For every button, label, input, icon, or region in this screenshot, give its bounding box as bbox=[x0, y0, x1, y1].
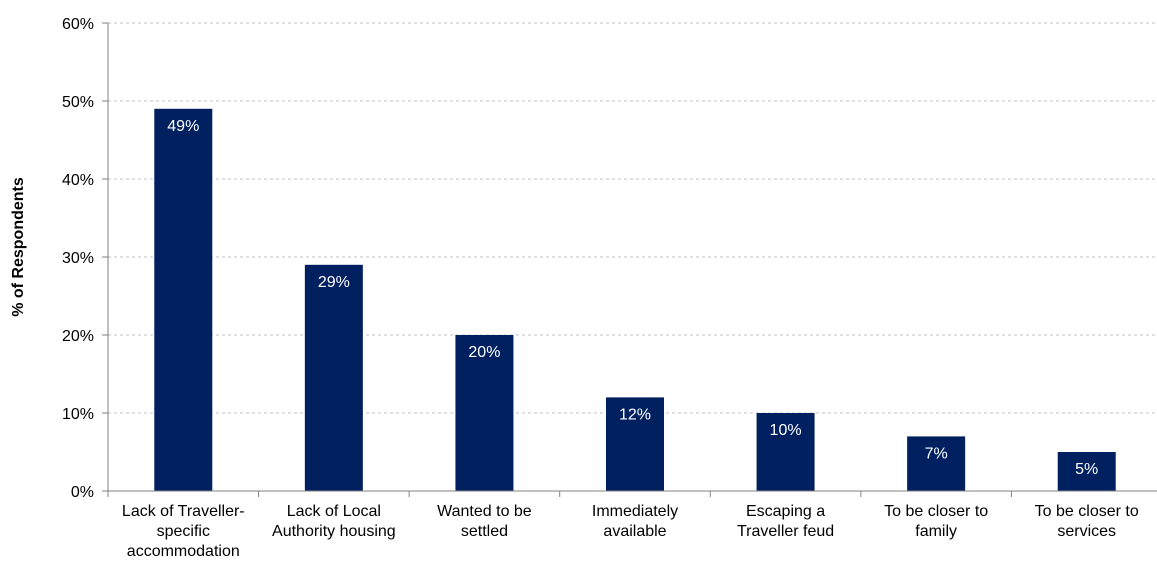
x-category-label-line: specific bbox=[157, 523, 210, 540]
data-label: 29% bbox=[318, 274, 350, 291]
bar bbox=[907, 436, 966, 491]
x-category-label-line: settled bbox=[461, 523, 508, 540]
data-label: 20% bbox=[468, 344, 500, 361]
x-category-label-line: family bbox=[915, 523, 957, 540]
y-tick-label: 50% bbox=[62, 94, 94, 111]
x-category-label-line: To be closer to bbox=[884, 503, 988, 520]
x-category-label-line: Escaping a bbox=[746, 503, 825, 520]
y-tick-label: 30% bbox=[62, 250, 94, 267]
x-category-label: Lack of Traveller-specific accommodation bbox=[122, 503, 245, 560]
data-label: 10% bbox=[770, 422, 802, 439]
x-category-label-line: accommodation bbox=[127, 543, 240, 560]
x-category-label-line: Wanted to be bbox=[437, 503, 532, 520]
x-category-label-line: Traveller feud bbox=[737, 523, 834, 540]
data-label: 7% bbox=[925, 445, 948, 462]
bar bbox=[756, 413, 815, 491]
x-category-label-line: Lack of Local bbox=[287, 503, 381, 520]
y-tick-label: 10% bbox=[62, 406, 94, 423]
bar bbox=[606, 397, 664, 491]
x-category-label: Immediately available bbox=[592, 503, 678, 540]
bar bbox=[1057, 452, 1116, 491]
bar bbox=[154, 108, 213, 492]
bar bbox=[455, 335, 514, 491]
y-axis-title: % of Respondents bbox=[10, 177, 27, 317]
bar bbox=[304, 264, 363, 491]
x-axis-category-labels: Lack of Traveller-specific accommodationL… bbox=[122, 503, 1139, 560]
x-category-label: Escaping a Traveller feud bbox=[737, 503, 834, 540]
x-category-label-line: Immediately bbox=[592, 503, 678, 520]
gridlines bbox=[108, 22, 1157, 414]
y-axis-ticks: 0% 10% 20% 30% 40% 50% 60% bbox=[62, 16, 108, 501]
bars: 49% 29% 20% 12% 10% 7% 5% bbox=[154, 108, 1116, 492]
x-category-label: Wanted to be settled bbox=[437, 503, 532, 540]
x-category-label: Lack of Local Authority housing bbox=[272, 503, 396, 540]
x-category-label-line: services bbox=[1057, 523, 1116, 540]
axes bbox=[107, 23, 1157, 497]
x-category-label-line: Lack of Traveller- bbox=[122, 503, 245, 520]
data-label: 49% bbox=[167, 118, 199, 135]
x-category-label-line: To be closer to bbox=[1035, 503, 1139, 520]
y-tick-label: 40% bbox=[62, 172, 94, 189]
x-category-label-line: Authority housing bbox=[272, 523, 396, 540]
y-tick-label: 0% bbox=[71, 484, 94, 501]
x-category-label: To be closer to family bbox=[884, 503, 988, 540]
x-category-label-line: available bbox=[603, 523, 666, 540]
x-category-label: To be closer to services bbox=[1035, 503, 1139, 540]
data-label: 12% bbox=[619, 406, 651, 423]
y-tick-label: 60% bbox=[62, 16, 94, 33]
y-tick-label: 20% bbox=[62, 328, 94, 345]
data-label: 5% bbox=[1075, 461, 1098, 478]
